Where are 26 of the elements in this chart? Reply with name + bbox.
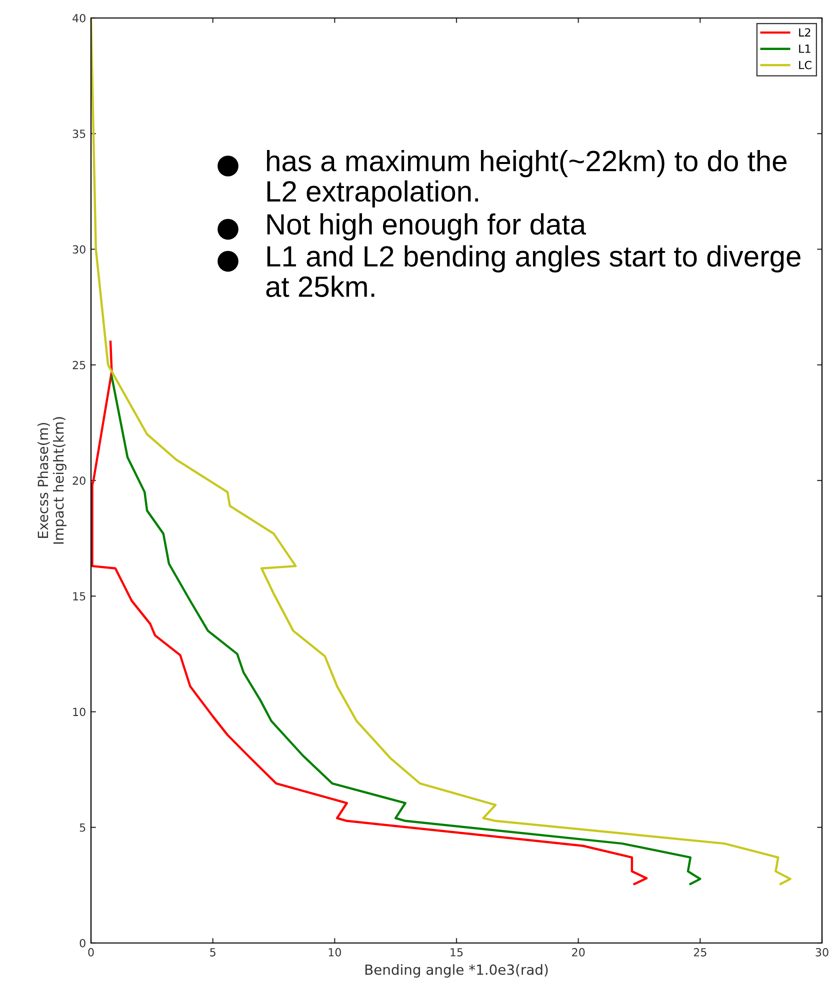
y-tick-label: 10: [73, 708, 86, 716]
y-tick-label: 30: [72, 245, 86, 254]
annotation: Not high enough for data: [267, 213, 586, 240]
x-tick-label: 0: [88, 948, 94, 956]
y-tick-label: 25: [72, 360, 86, 370]
y-tick-label: 35: [72, 130, 86, 138]
y-tick-label: 5: [80, 823, 86, 832]
annotation: has a maximum height(~22km) to do the L2 extrapolation.: [267, 150, 787, 208]
line-series: [91, 340, 648, 886]
x-tick-label: 25: [694, 948, 706, 956]
x-tick-label: 30: [816, 948, 828, 956]
line-series: [110, 375, 702, 886]
y-tick-label: 15: [73, 592, 86, 601]
x-tick-label: 15: [450, 948, 463, 956]
legend-label: L1: [799, 44, 810, 53]
y-tick-label: 20: [72, 476, 86, 485]
x-tick-label: 10: [328, 948, 341, 956]
y-tick-label: 40: [72, 14, 86, 22]
x-tick-label: 5: [210, 948, 216, 956]
annotation: L1 and L2 bending angles start to diverge at 25km.: [266, 245, 800, 298]
x-tick-label: 20: [572, 948, 585, 956]
y-axis-title: Execss Phase(m) Impact height(km): [37, 417, 66, 544]
legend-label: LC: [799, 60, 812, 70]
x-axis-title: Bending angle *1.0e3(rad): [365, 964, 548, 978]
y-tick-label: 0: [80, 938, 86, 948]
legend-label: L2: [799, 28, 810, 36]
